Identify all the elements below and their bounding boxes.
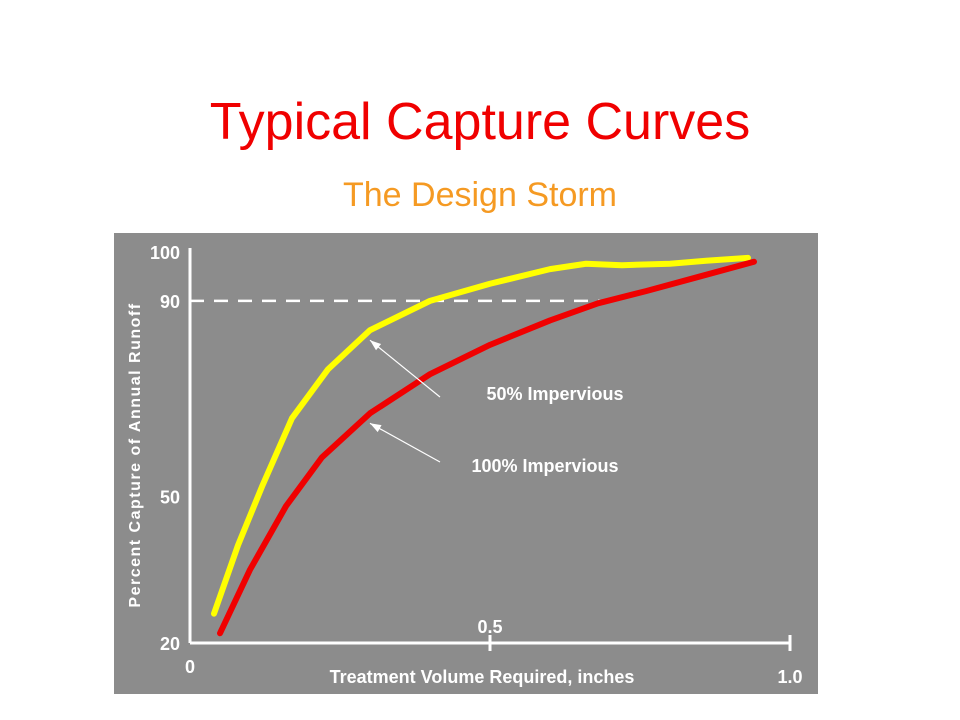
y-axis-label: Percent Capture of Annual Runoff — [127, 302, 144, 607]
y-tick-label: 90 — [160, 292, 180, 312]
annotation-label: 50% Impervious — [486, 384, 623, 404]
x-tick-label: 0 — [185, 657, 195, 677]
annotation-label: 100% Impervious — [471, 456, 618, 476]
annotation-arrowhead — [370, 340, 382, 351]
annotation-pointer — [369, 422, 441, 463]
annotation-arrowhead — [370, 423, 382, 433]
y-tick-label: 100 — [150, 243, 180, 263]
plot-panel — [114, 233, 818, 694]
slide-title: Typical Capture Curves — [209, 93, 751, 151]
x-tick-label: 1.0 — [777, 667, 802, 687]
series-line-50-impervious — [211, 254, 751, 617]
x-tick-label: 0.5 — [477, 617, 502, 637]
y-tick-label: 20 — [160, 634, 180, 654]
x-axis-label: Treatment Volume Required, inches — [330, 667, 635, 687]
y-tick-label: 50 — [160, 487, 180, 507]
annotation-pointer — [369, 339, 441, 398]
slide-subtitle: The Design Storm — [343, 176, 617, 214]
series-line-100-impervious — [217, 258, 757, 637]
